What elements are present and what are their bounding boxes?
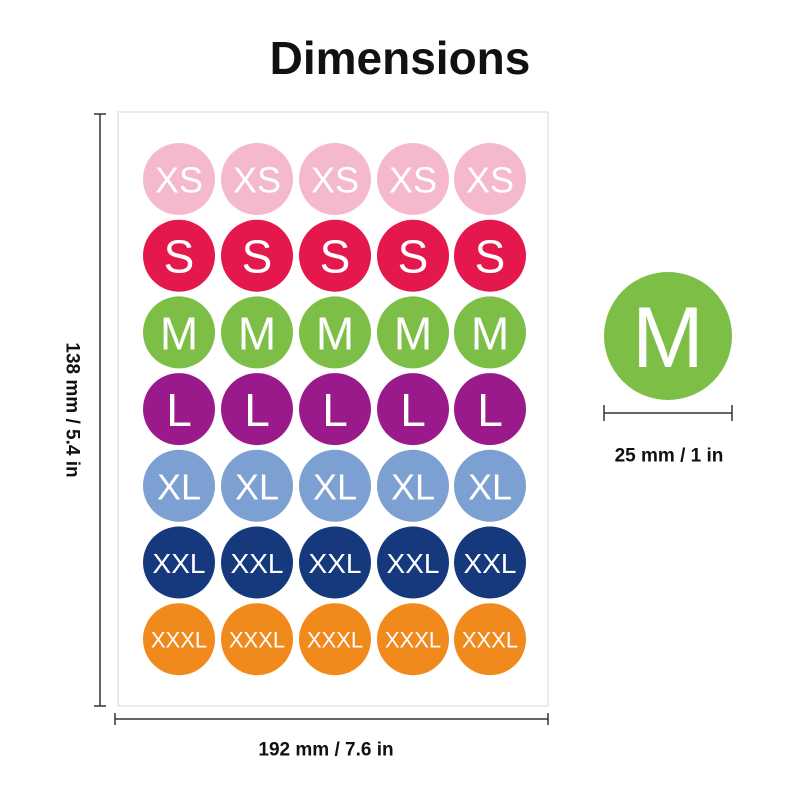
- sticker-label: XL: [235, 466, 279, 507]
- sticker: [454, 526, 526, 599]
- sticker: [221, 296, 293, 369]
- sticker: [299, 296, 371, 369]
- sticker: [143, 526, 215, 599]
- sticker-label: S: [164, 231, 195, 283]
- sticker-label: L: [322, 384, 348, 436]
- sticker-label: XS: [155, 160, 203, 201]
- width-label: 192 mm / 7.6 in: [258, 740, 393, 761]
- sticker-label: XXXL: [151, 628, 207, 653]
- sample-size-label: 25 mm / 1 in: [615, 446, 724, 467]
- sticker: [377, 603, 449, 676]
- sticker-label: XS: [233, 160, 281, 201]
- sticker-label: L: [477, 384, 503, 436]
- sticker-label: S: [242, 231, 273, 283]
- sticker: [377, 143, 449, 215]
- sticker-label: XXXL: [385, 628, 441, 653]
- sticker-label: M: [316, 307, 354, 359]
- sticker-label: S: [475, 231, 506, 283]
- sticker: [221, 526, 293, 599]
- sticker-label: L: [400, 384, 426, 436]
- sticker-label: XL: [313, 466, 357, 507]
- sticker: [454, 603, 526, 676]
- sticker: [143, 373, 215, 446]
- sample-sticker: [604, 272, 732, 400]
- sticker-label: L: [244, 384, 270, 436]
- sticker-label: XXXL: [307, 628, 363, 653]
- sticker-label: S: [398, 231, 429, 283]
- sticker: [454, 373, 526, 446]
- sticker: [221, 143, 293, 215]
- sticker: [377, 219, 449, 292]
- sticker: [299, 143, 371, 215]
- sticker-label: XL: [157, 466, 201, 507]
- sticker-label: M: [160, 307, 198, 359]
- sticker: [454, 143, 526, 215]
- sticker-label: XXL: [464, 548, 517, 579]
- sticker: [143, 449, 215, 522]
- sticker-label: XXL: [153, 548, 206, 579]
- sticker: [143, 296, 215, 369]
- sticker: [377, 296, 449, 369]
- sticker-label: XS: [311, 160, 359, 201]
- sticker: [377, 526, 449, 599]
- sticker: [299, 526, 371, 599]
- sticker-label: XXXL: [462, 628, 518, 653]
- sticker: [221, 449, 293, 522]
- sticker: [377, 373, 449, 446]
- sticker: [299, 603, 371, 676]
- sticker: [299, 373, 371, 446]
- sticker: [221, 219, 293, 292]
- sticker-label: S: [320, 231, 351, 283]
- sticker-label: XL: [391, 466, 435, 507]
- sticker: [299, 449, 371, 522]
- sticker: [221, 603, 293, 676]
- sticker-label: XXL: [231, 548, 284, 579]
- sticker-label: M: [238, 307, 276, 359]
- sticker-label: XS: [389, 160, 437, 201]
- sticker: [377, 449, 449, 522]
- sticker: [299, 219, 371, 292]
- sticker-label: M: [471, 307, 509, 359]
- title: Dimensions: [270, 32, 531, 84]
- sticker: [454, 219, 526, 292]
- sticker-label: XS: [466, 160, 514, 201]
- sticker-label: L: [166, 384, 192, 436]
- sticker-label: XXXL: [229, 628, 285, 653]
- sample-label: M: [632, 290, 704, 386]
- sticker-label: M: [394, 307, 432, 359]
- sticker-label: XL: [468, 466, 512, 507]
- sticker: [143, 143, 215, 215]
- sticker: [454, 296, 526, 369]
- sticker: [454, 449, 526, 522]
- sticker: [143, 219, 215, 292]
- sticker: [221, 373, 293, 446]
- sticker-label: XXL: [309, 548, 362, 579]
- sticker-label: XXL: [387, 548, 440, 579]
- sticker: [143, 603, 215, 676]
- height-label: 138 mm / 5.4 in: [62, 342, 83, 477]
